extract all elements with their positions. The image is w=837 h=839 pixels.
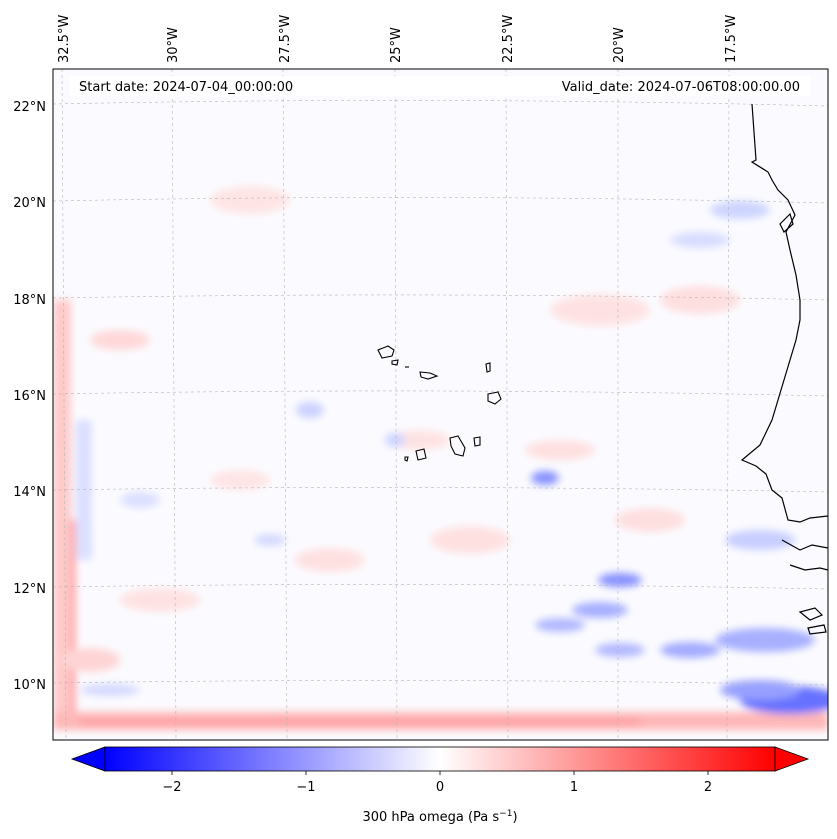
graticule — [53, 69, 828, 740]
valid-date-label: Valid_date: 2024-07-06T08:00:00.00 — [562, 80, 800, 95]
lat-label: 20°N — [13, 196, 46, 211]
start-date-label: Start date: 2024-07-04_00:00:00 — [79, 80, 293, 95]
lat-label: 12°N — [13, 582, 46, 597]
colorbar-tick: −1 — [296, 780, 315, 795]
colorbar-tick: 2 — [704, 780, 712, 795]
coastline — [740, 103, 828, 635]
latitude-labels: 22°N 20°N 18°N 16°N 14°N 12°N 10°N — [13, 100, 46, 693]
colorbar-tick: 1 — [570, 780, 578, 795]
colorbar-min-extend — [70, 746, 106, 772]
cape-verde-islands — [377, 345, 502, 462]
lat-label: 10°N — [13, 678, 46, 693]
colorbar-label: 300 hPa omega (Pa s−1) — [362, 809, 517, 825]
lat-label: 14°N — [13, 485, 46, 500]
lon-label: 27.5°W — [278, 15, 293, 63]
colorbar-tick: −2 — [162, 780, 181, 795]
lat-label: 22°N — [13, 100, 46, 115]
header-box — [70, 76, 810, 96]
lon-label: 17.5°W — [724, 15, 739, 63]
colorbar-max-extend — [774, 746, 810, 772]
lon-label: 20°W — [612, 27, 627, 63]
lon-label: 22.5°W — [501, 15, 516, 63]
lat-label: 16°N — [13, 389, 46, 404]
map-frame — [52, 68, 829, 741]
omega-field — [53, 69, 828, 740]
colorbar: −2 −1 0 1 2 300 hPa omega (Pa s−1) — [70, 746, 810, 825]
lon-label: 30°W — [166, 27, 181, 63]
longitude-labels: 32.5°W 30°W 27.5°W 25°W 22.5°W 20°W 17.5… — [57, 15, 739, 63]
lon-label: 25°W — [389, 27, 404, 63]
colorbar-bar — [104, 746, 776, 772]
lat-label: 18°N — [13, 293, 46, 308]
lon-label: 32.5°W — [57, 15, 72, 63]
colorbar-tick: 0 — [436, 780, 444, 795]
